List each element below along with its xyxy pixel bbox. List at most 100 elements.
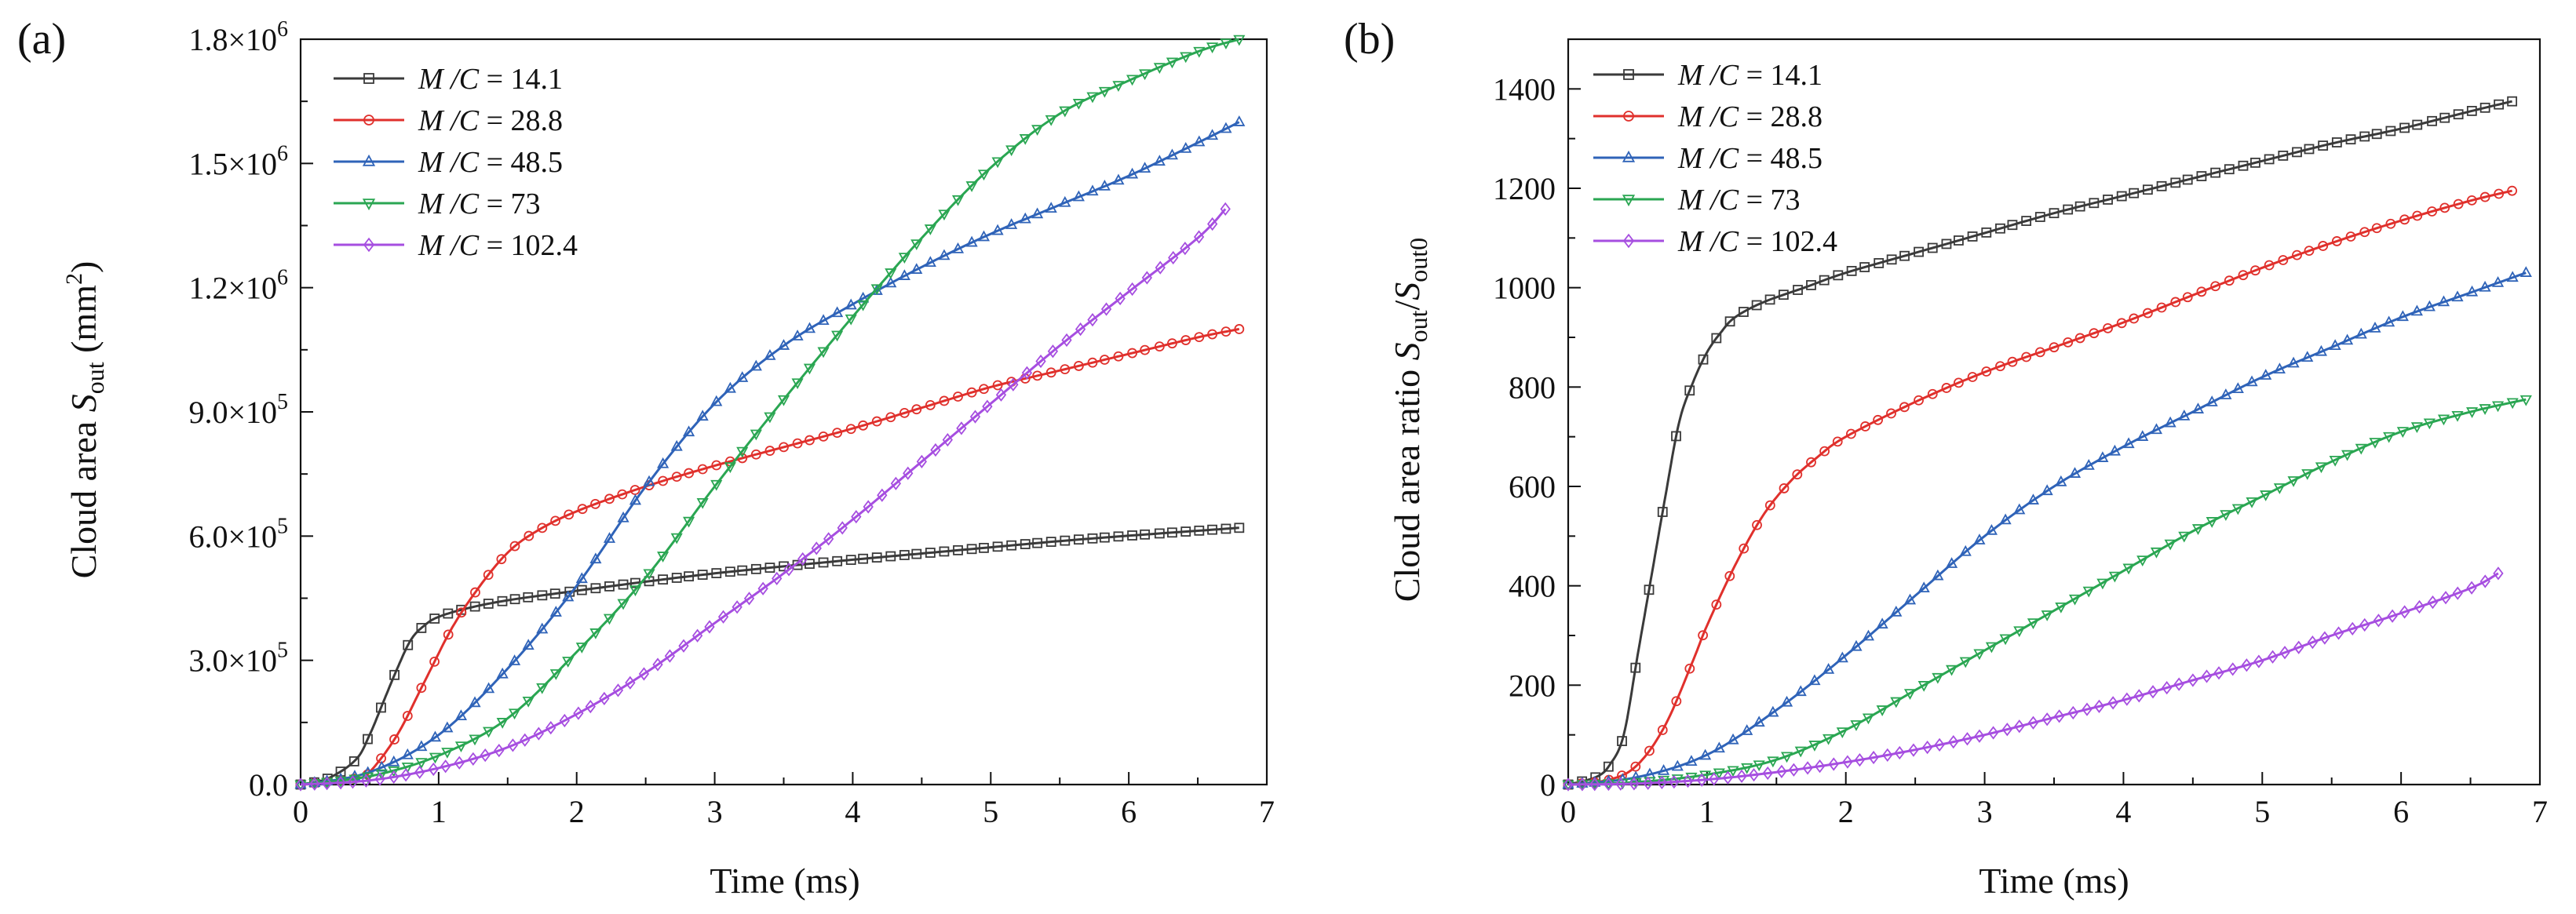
data-point [2453, 109, 2464, 120]
data-point [403, 639, 414, 650]
data-point [1220, 122, 1232, 133]
data-point [1713, 741, 1725, 753]
data-point [737, 565, 748, 576]
data-point [2423, 418, 2436, 430]
data-point [575, 643, 588, 654]
data-point [1139, 69, 1151, 81]
data-point [2055, 475, 2067, 486]
data-point [2241, 658, 2253, 672]
data-point [638, 667, 650, 681]
data-point [1059, 106, 1071, 118]
series-line [300, 327, 1240, 786]
data-point [805, 435, 815, 446]
data-point [1882, 748, 1893, 763]
data-point [652, 657, 663, 672]
data-point [951, 242, 965, 253]
data-point [658, 574, 669, 585]
data-point [1814, 759, 1826, 774]
data-point [1617, 736, 1627, 746]
data-point [1127, 530, 1137, 541]
data-point [2347, 621, 2358, 635]
data-point [2329, 455, 2341, 467]
series-line [1567, 398, 2527, 786]
data-point [1727, 733, 1739, 745]
data-point [522, 639, 535, 650]
data-point [348, 774, 361, 786]
data-point [670, 533, 683, 544]
data-point [1658, 775, 1670, 787]
data-point [2479, 102, 2490, 113]
data-point [1087, 357, 1098, 368]
data-point [671, 472, 682, 482]
data-point [1656, 775, 1668, 790]
x-tick-label: 0 [293, 794, 308, 829]
data-point [496, 554, 507, 565]
data-point [885, 276, 897, 288]
data-point [1764, 294, 1775, 305]
data-point [1589, 777, 1600, 792]
data-point [1233, 115, 1246, 126]
data-point [991, 224, 1004, 235]
data-point [1141, 271, 1152, 285]
legend-swatch-marker [1623, 69, 1634, 80]
data-point [509, 594, 520, 605]
data-point [2220, 388, 2232, 399]
data-point [443, 629, 454, 640]
data-point [2260, 369, 2272, 380]
data-point [2396, 427, 2409, 439]
data-point [956, 421, 967, 435]
data-point [1842, 755, 1853, 769]
data-point [1629, 777, 1640, 791]
data-point [911, 548, 922, 559]
data-point [1836, 727, 1848, 739]
data-point [2331, 137, 2342, 147]
data-point [1644, 584, 1655, 595]
data-point [643, 569, 655, 581]
data-point [2224, 164, 2235, 175]
data-point [683, 425, 695, 437]
data-point [845, 424, 856, 435]
data-point [791, 378, 804, 390]
data-point [1794, 746, 1807, 758]
data-point [818, 431, 829, 442]
data-point [1180, 526, 1191, 537]
data-point [1207, 524, 1217, 535]
data-point [1207, 329, 1217, 340]
data-point [2273, 362, 2286, 374]
data-point [783, 563, 794, 577]
data-point [977, 169, 991, 181]
data-point [564, 509, 575, 520]
data-point [2103, 322, 2113, 333]
data-point [576, 584, 587, 595]
data-point [717, 610, 729, 624]
data-point [2103, 195, 2113, 205]
data-point [1685, 755, 1698, 767]
data-point [924, 256, 936, 268]
data-point [1917, 581, 1930, 593]
data-point [2373, 614, 2384, 628]
data-point [1739, 543, 1750, 554]
data-point [618, 579, 629, 590]
data-point [1005, 218, 1018, 229]
data-point [1780, 752, 1793, 763]
data-point [590, 583, 601, 594]
data-point [1167, 338, 1177, 349]
data-point [509, 541, 520, 552]
data-point [1973, 649, 1986, 661]
x-tick-label: 4 [845, 794, 860, 829]
data-point [2439, 112, 2450, 123]
data-point [2055, 602, 2067, 614]
data-point [2253, 654, 2264, 668]
data-point [1194, 332, 1205, 343]
data-point [1808, 741, 1821, 752]
data-point [2156, 180, 2167, 191]
data-point [779, 561, 789, 572]
data-point [1220, 202, 1231, 217]
data-point [524, 530, 535, 541]
data-point [2074, 201, 2085, 212]
data-point [2116, 191, 2127, 202]
data-point [2206, 395, 2218, 406]
data-point [573, 706, 584, 720]
legend-swatch-marker [1622, 233, 1635, 249]
data-point [1941, 239, 1952, 249]
